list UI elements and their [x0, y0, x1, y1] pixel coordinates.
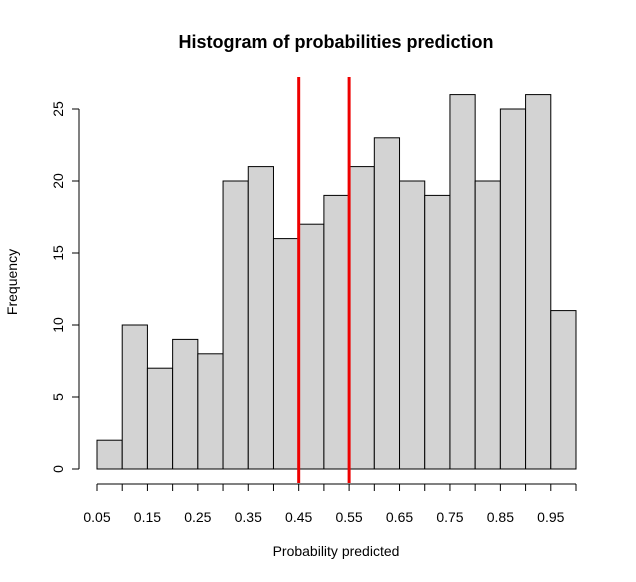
- histogram-bar-3: [172, 338, 199, 470]
- y-axis: 0 5 10 15 20 25: [50, 101, 80, 473]
- y-tick-label-2: 10: [50, 317, 66, 333]
- chart-title: Histogram of probabilities prediction: [178, 32, 493, 52]
- x-tick-label-8: 0.85: [487, 509, 514, 525]
- histogram-bar-14: [449, 94, 476, 470]
- x-axis-label: Probability predicted: [273, 543, 400, 559]
- histogram-bar-16: [499, 108, 527, 470]
- histogram-bar-0: [96, 439, 123, 470]
- histogram-bar-9: [323, 194, 350, 470]
- y-tick-label-3: 15: [50, 245, 66, 261]
- x-tick-label-3: 0.35: [235, 509, 262, 525]
- histogram-bar-4: [197, 353, 224, 470]
- y-tick-label-1: 5: [50, 393, 66, 401]
- bars-group: [96, 94, 577, 470]
- x-tick-label-4: 0.45: [285, 509, 312, 525]
- histogram-bar-6: [247, 166, 274, 470]
- histogram-bar-11: [373, 137, 401, 470]
- y-axis-label: Frequency: [4, 249, 20, 315]
- y-tick-label-5: 25: [50, 101, 66, 117]
- histogram-bar-12: [399, 180, 426, 470]
- x-tick-label-9: 0.95: [537, 509, 564, 525]
- y-tick-label-4: 20: [50, 173, 66, 189]
- reference-lines-group: [297, 77, 351, 483]
- x-tick-label-0: 0.05: [83, 509, 110, 525]
- x-tick-label-2: 0.25: [184, 509, 211, 525]
- x-axis: 0.05 0.15 0.25 0.35 0.45 0.55 0.65 0.75 0.85 0.95: [83, 483, 577, 525]
- histogram-bar-15: [474, 180, 501, 470]
- histogram-bar-13: [424, 194, 451, 470]
- histogram-bar-8: [298, 223, 325, 470]
- histogram-bar-2: [146, 367, 174, 470]
- x-tick-label-7: 0.75: [436, 509, 463, 525]
- histogram-bar-17: [525, 94, 552, 470]
- x-tick-label-1: 0.15: [134, 509, 161, 525]
- histogram-bar-18: [550, 310, 577, 470]
- x-tick-label-6: 0.65: [386, 509, 413, 525]
- histogram-bar-5: [222, 180, 249, 470]
- histogram-bar-10: [348, 166, 375, 470]
- x-tick-label-5: 0.55: [335, 509, 362, 525]
- y-tick-label-0: 0: [50, 465, 66, 473]
- histogram-bar-1: [121, 324, 148, 470]
- histogram-bar-7: [272, 238, 300, 470]
